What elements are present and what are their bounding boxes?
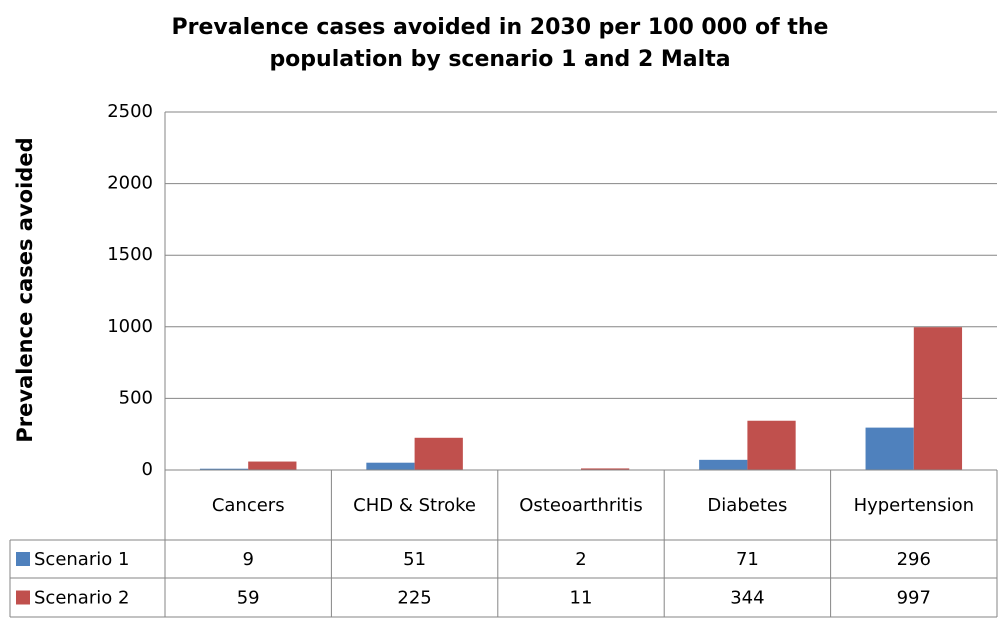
legend-label: Scenario 2 xyxy=(34,588,129,609)
bar xyxy=(913,327,963,470)
bar xyxy=(248,461,297,470)
bar xyxy=(699,459,748,470)
table-value: 997 xyxy=(897,588,931,609)
x-tick-label: Diabetes xyxy=(707,494,788,516)
table-value: 296 xyxy=(897,549,931,570)
table-value: 11 xyxy=(570,588,593,609)
bar xyxy=(366,462,415,470)
y-axis-label: Prevalence cases avoided xyxy=(13,137,37,443)
x-tick-label: Osteoarthritis xyxy=(519,494,643,516)
legend-swatch xyxy=(16,590,30,605)
chart-title: Prevalence cases avoided in 2030 per 100… xyxy=(171,15,829,72)
legend-swatch xyxy=(16,552,30,566)
table-value: 71 xyxy=(736,549,759,570)
legend-label: Scenario 1 xyxy=(34,549,129,570)
table-value: 59 xyxy=(237,588,260,609)
y-tick-label: 0 xyxy=(142,459,153,480)
table-value: 225 xyxy=(397,588,431,609)
x-tick-label: CHD & Stroke xyxy=(353,494,476,516)
table-value: 51 xyxy=(403,549,426,570)
table-value: 344 xyxy=(730,588,764,609)
table-value: 9 xyxy=(242,549,253,570)
y-tick-label: 2500 xyxy=(107,101,153,122)
y-tick-label: 500 xyxy=(119,387,153,408)
y-tick-label: 2000 xyxy=(107,173,153,194)
bar xyxy=(581,468,630,470)
table-value: 2 xyxy=(575,549,586,570)
bar xyxy=(747,420,796,470)
bar xyxy=(414,437,463,470)
bar xyxy=(199,468,249,470)
x-tick-label: Cancers xyxy=(211,494,285,516)
x-tick-label: Hypertension xyxy=(853,494,974,516)
y-tick-label: 1500 xyxy=(107,244,153,265)
y-tick-label: 1000 xyxy=(107,316,153,337)
bar xyxy=(865,427,914,470)
